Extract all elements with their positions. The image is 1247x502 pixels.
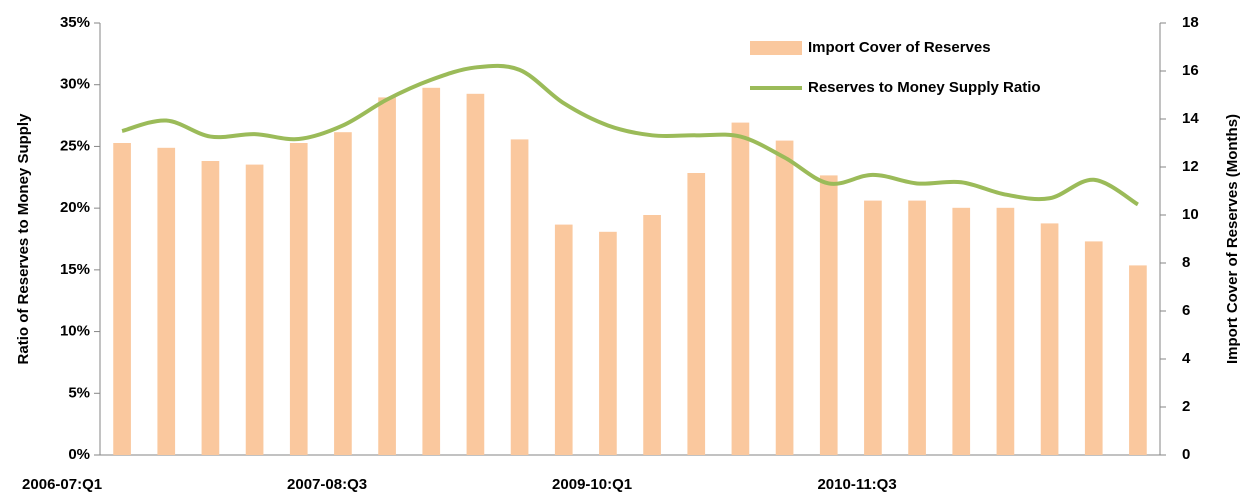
bar bbox=[289, 143, 308, 455]
bar bbox=[731, 122, 750, 455]
x-tick-label: 2006-07:Q1 bbox=[22, 476, 102, 493]
y-tick-label: 35% bbox=[60, 14, 90, 31]
legend-swatch bbox=[750, 41, 802, 55]
y-tick-label: 0% bbox=[68, 446, 90, 463]
line bbox=[121, 63, 1139, 207]
y2-tick-label: 16 bbox=[1182, 62, 1199, 79]
bar bbox=[378, 97, 396, 456]
y2-tick-label: 0 bbox=[1182, 446, 1190, 463]
bar bbox=[510, 139, 529, 455]
y2-tick-label: 12 bbox=[1182, 158, 1199, 175]
y-axis-title: Ratio of Reserves to Money Supply bbox=[15, 113, 32, 365]
y-tick-label: 30% bbox=[60, 76, 90, 93]
x-tick-label: 2009-10:Q1 bbox=[552, 476, 632, 493]
y2-tick-label: 8 bbox=[1182, 254, 1190, 271]
bar bbox=[1129, 265, 1147, 455]
legend-label: Reserves to Money Supply Ratio bbox=[808, 79, 1041, 96]
bar bbox=[643, 215, 661, 455]
y2-tick-label: 4 bbox=[1182, 350, 1191, 367]
y-tick-label: 25% bbox=[60, 137, 90, 154]
x-tick-label: 2010-11:Q3 bbox=[817, 476, 896, 493]
bar bbox=[157, 147, 176, 456]
bar bbox=[687, 173, 706, 455]
y-tick-label: 10% bbox=[60, 323, 90, 340]
bar bbox=[1040, 223, 1059, 455]
bar bbox=[466, 93, 485, 456]
y2-tick-label: 10 bbox=[1182, 206, 1199, 223]
bar bbox=[334, 132, 352, 455]
bar bbox=[775, 140, 794, 455]
y-tick-label: 15% bbox=[60, 261, 90, 278]
y2-axis-title: Import Cover of Reserves (Months) bbox=[1224, 114, 1241, 364]
bar bbox=[819, 175, 838, 455]
bar bbox=[599, 231, 617, 455]
bar bbox=[1084, 241, 1103, 455]
y-tick-label: 5% bbox=[68, 384, 90, 401]
y-tick-label: 20% bbox=[60, 199, 90, 216]
y2-tick-label: 18 bbox=[1182, 14, 1199, 31]
bar bbox=[908, 200, 926, 455]
y2-tick-label: 14 bbox=[1182, 110, 1199, 127]
bar bbox=[113, 143, 131, 455]
bar bbox=[996, 207, 1015, 455]
bar bbox=[864, 200, 882, 455]
x-tick-label: 2007-08:Q3 bbox=[287, 476, 367, 493]
y2-tick-label: 2 bbox=[1182, 398, 1190, 415]
bar bbox=[245, 164, 264, 455]
bar bbox=[952, 207, 971, 455]
bar bbox=[201, 161, 220, 455]
bar bbox=[422, 87, 441, 456]
y2-tick-label: 6 bbox=[1182, 302, 1190, 319]
bar bbox=[554, 224, 573, 455]
legend-label: Import Cover of Reserves bbox=[808, 39, 991, 56]
